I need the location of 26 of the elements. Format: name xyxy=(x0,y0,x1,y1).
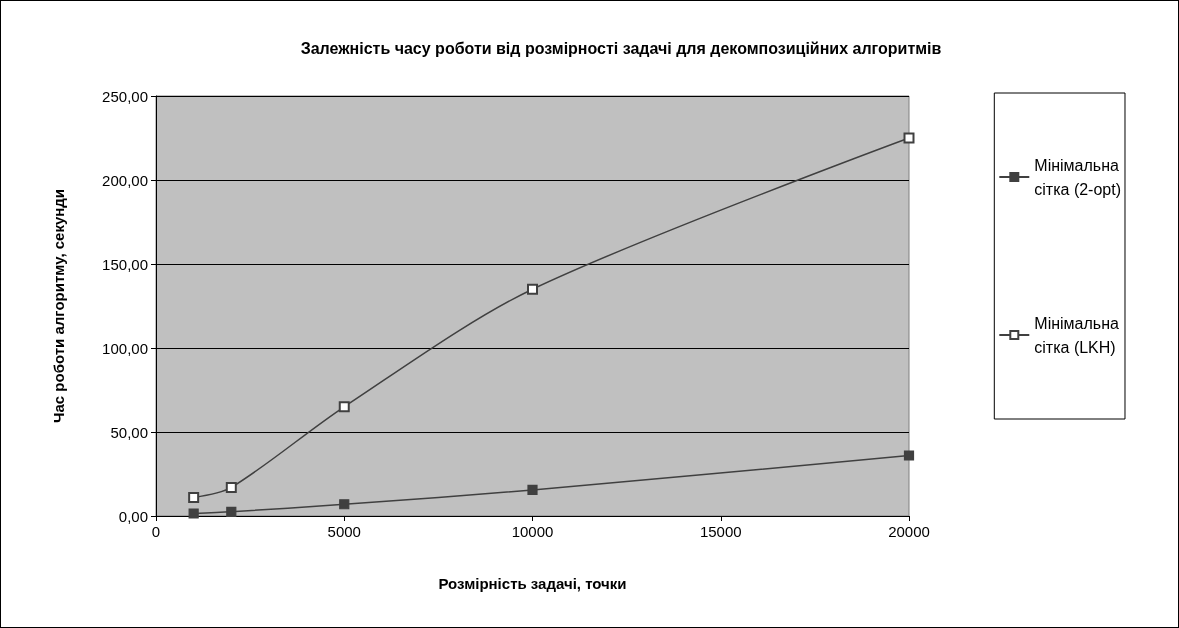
point xyxy=(188,508,199,519)
point xyxy=(188,492,200,504)
legend-label: Мінімальна сітка (2-opt) xyxy=(1034,156,1121,198)
point xyxy=(527,283,538,295)
y-tick-label: 150,00 xyxy=(102,255,148,273)
point xyxy=(903,132,915,144)
y-axis-title: Час роботи алгоритму, секунди xyxy=(50,188,67,424)
x-tick-label: 15000 xyxy=(699,523,742,540)
point xyxy=(339,499,350,510)
x-tick-label: 5000 xyxy=(327,523,361,540)
point xyxy=(903,450,915,461)
y-tick-label: 200,00 xyxy=(102,171,148,189)
legend-label: Мінімальна сітка (LKH) xyxy=(1034,314,1119,356)
point xyxy=(527,484,538,496)
chart-title: Залежність часу роботи від розмірності задачі для декомпозиційних алгоритмів xyxy=(300,39,942,57)
y-tick-label: 100,00 xyxy=(102,339,148,357)
point xyxy=(225,481,237,493)
x-axis-title: Розмірність задачі, точки xyxy=(438,575,627,592)
x-tick-label: 0 xyxy=(151,523,161,540)
y-tick-label: 250,00 xyxy=(102,87,148,105)
y-tick-label: 50,00 xyxy=(110,423,148,441)
point xyxy=(226,506,237,517)
y-tick-label: 0,00 xyxy=(118,507,148,525)
point xyxy=(338,401,350,413)
x-tick-label: 20000 xyxy=(888,523,930,540)
x-tick-label: 10000 xyxy=(511,523,554,540)
